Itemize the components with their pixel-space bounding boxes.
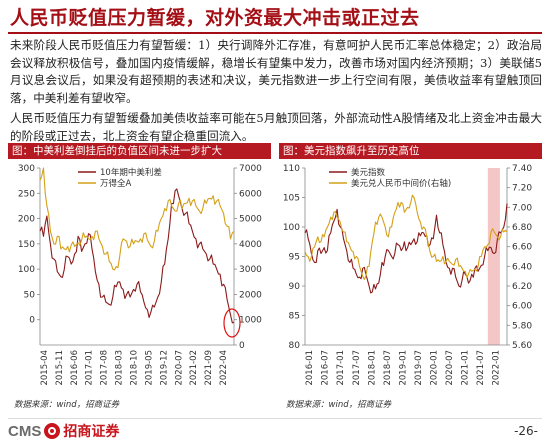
chart-left-caption: 图：中美利差倒挂后的负值区间未进一步扩大 bbox=[8, 143, 271, 159]
x-tick-label: 2018-07 bbox=[383, 350, 393, 386]
company-logo: CMS 招商证券 bbox=[8, 421, 119, 441]
x-tick-label: 2016-06 bbox=[70, 350, 80, 386]
y-right-tick-label: 3000 bbox=[239, 265, 262, 275]
y-left-tick-label: 85 bbox=[289, 312, 300, 322]
y-left-tick-label: 0 bbox=[29, 316, 35, 326]
x-tick-label: 2020-01 bbox=[429, 350, 439, 386]
chart-left-source: 数据来源：wind，招商证券 bbox=[14, 400, 120, 410]
logo-company-name: 招商证券 bbox=[63, 424, 120, 440]
x-tick-label: 2020-07 bbox=[174, 350, 184, 386]
y-right-tick-label: 5000 bbox=[239, 215, 262, 225]
paragraph-conclusion: 人民币贬值压力有望暂缓叠加美债收益率可能在5月触顶回落，外部流动性A股情绪及北上… bbox=[10, 111, 542, 143]
y-right-tick-label: 2000 bbox=[239, 290, 262, 300]
legend-label-1: 美元指数 bbox=[351, 167, 386, 178]
x-tick-label: 2020-07 bbox=[445, 350, 455, 386]
x-tick-label: 2015-11 bbox=[55, 350, 65, 386]
y-right-tick-label: 6.80 bbox=[512, 223, 532, 233]
x-tick-label: 2015-04 bbox=[40, 350, 50, 386]
y-right-tick-label: 7000 bbox=[239, 164, 262, 174]
y-left-tick-label: 100 bbox=[283, 223, 300, 233]
title-underline bbox=[8, 32, 542, 34]
x-tick-label: 2018-03 bbox=[115, 350, 125, 386]
x-tick-label: 2019-05 bbox=[144, 350, 154, 386]
highlight-circle bbox=[223, 308, 241, 338]
y-right-tick-label: 4000 bbox=[239, 240, 262, 250]
y-left-tick-label: 200 bbox=[18, 215, 35, 225]
legend-label-1: 10年期中美利差 bbox=[100, 167, 162, 178]
x-tick-label: 2022-04 bbox=[219, 350, 229, 386]
legend-label-2: 美元兑人民币中间价(右轴) bbox=[351, 178, 451, 189]
highlight-band bbox=[487, 168, 500, 345]
paragraph-outlook: 未来阶段人民币贬值压力有望暂缓：1）央行调降外汇存准，有意呵护人民币汇率总体稳定… bbox=[10, 38, 542, 105]
y-left-tick-label: 105 bbox=[283, 194, 300, 204]
logo-cms-text: CMS bbox=[8, 422, 42, 440]
y-right-tick-label: 1000 bbox=[239, 316, 262, 326]
x-tick-label: 2021-01 bbox=[461, 350, 471, 386]
y-left-tick-label: 250 bbox=[18, 189, 35, 199]
series-line-1 bbox=[39, 188, 235, 324]
x-tick-label: 2016-01 bbox=[305, 350, 315, 386]
x-tick-label: 2017-07 bbox=[352, 350, 362, 386]
y-right-tick-label: 5.60 bbox=[512, 341, 532, 351]
series-line-2 bbox=[39, 167, 235, 271]
x-tick-label: 2021-07 bbox=[476, 350, 486, 386]
x-tick-label: 2018-01 bbox=[367, 350, 377, 386]
page-number: -26- bbox=[514, 424, 538, 438]
y-left-tick-label: 150 bbox=[18, 240, 35, 250]
spread-vs-wind-a-chart: 0501001502002503000100020003000400050006… bbox=[18, 164, 262, 386]
series-line-1 bbox=[304, 203, 508, 294]
y-right-tick-label: 6000 bbox=[239, 189, 262, 199]
page-title: 人民币贬值压力暂缓，对外资最大冲击或正过去 bbox=[10, 7, 420, 29]
x-tick-label: 2018-10 bbox=[130, 350, 140, 386]
x-tick-label: 2017-08 bbox=[100, 350, 110, 386]
logo-mark-icon bbox=[44, 423, 61, 439]
y-left-tick-label: 80 bbox=[289, 341, 301, 351]
y-right-tick-label: 0 bbox=[239, 341, 245, 351]
y-left-tick-label: 110 bbox=[283, 164, 300, 174]
y-left-tick-label: 300 bbox=[18, 164, 35, 174]
y-right-tick-label: 7.00 bbox=[512, 203, 532, 213]
y-right-tick-label: 5.80 bbox=[512, 321, 532, 331]
y-left-tick-label: 95 bbox=[289, 253, 300, 263]
y-left-tick-label: 90 bbox=[289, 282, 301, 292]
y-right-tick-label: 7.20 bbox=[512, 184, 532, 194]
x-tick-label: 2022-01 bbox=[492, 350, 502, 386]
x-tick-label: 2016-07 bbox=[321, 350, 331, 386]
y-left-tick-label: 50 bbox=[24, 290, 36, 300]
legend-label-2: 万得全A bbox=[100, 178, 132, 189]
chart-right-caption: 图：美元指数飙升至历史高位 bbox=[279, 143, 542, 159]
y-right-tick-label: 6.40 bbox=[512, 262, 532, 272]
x-tick-label: 2019-12 bbox=[159, 350, 169, 386]
y-left-tick-label: 100 bbox=[18, 265, 35, 275]
x-tick-label: 2019-07 bbox=[414, 350, 424, 386]
y-right-tick-label: 6.60 bbox=[512, 243, 532, 253]
chart-right-source: 数据来源：wind，招商证券 bbox=[286, 400, 392, 410]
x-tick-label: 2021-02 bbox=[189, 350, 199, 386]
footer-divider bbox=[8, 418, 542, 419]
x-tick-label: 2017-01 bbox=[85, 350, 95, 386]
x-tick-label: 2017-01 bbox=[336, 350, 346, 386]
usd-index-chart: 80 85 90 95 100 105 110 5.60 5.80 6.00 6.20 6.40 6.6… bbox=[283, 164, 533, 386]
x-tick-label: 2019-01 bbox=[398, 350, 408, 386]
series-line-2 bbox=[304, 194, 508, 280]
x-tick-label: 2021-09 bbox=[204, 350, 214, 386]
y-right-tick-label: 6.20 bbox=[512, 282, 532, 292]
y-right-tick-label: 6.00 bbox=[512, 302, 532, 312]
y-right-tick-label: 7.40 bbox=[512, 164, 532, 174]
